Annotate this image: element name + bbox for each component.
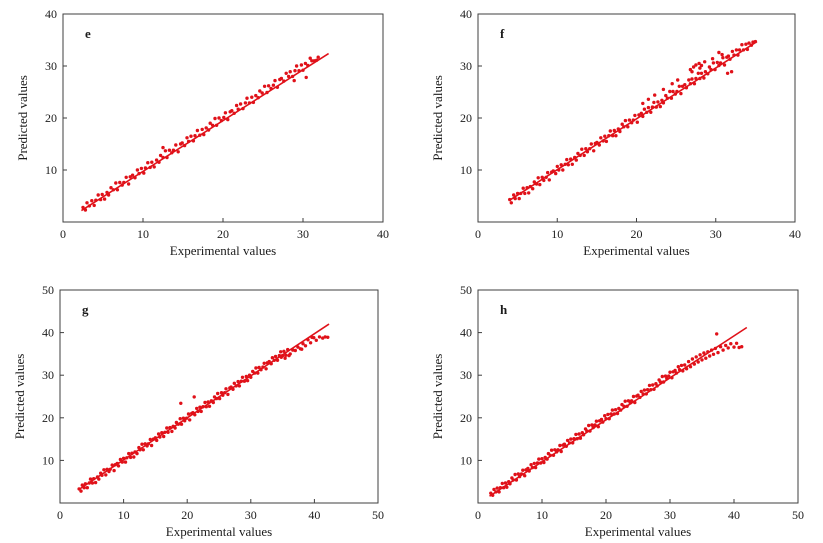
x-tick-label: 20 — [181, 508, 193, 522]
y-tick-label: 40 — [460, 7, 472, 21]
x-tick-label: 0 — [475, 508, 481, 522]
y-tick-label: 10 — [460, 453, 472, 467]
y-tick-label: 10 — [42, 453, 54, 467]
x-tick-label: 0 — [475, 227, 481, 241]
data-points — [81, 55, 320, 212]
scatter-plot-h: 0 10 20 30 40 50 10 20 30 40 50 h Experimental value… — [430, 283, 804, 539]
y-axis-title: Predicted values — [12, 354, 27, 440]
y-tick-label: 20 — [42, 411, 54, 425]
x-tick-label: 30 — [245, 508, 257, 522]
x-tick-label: 0 — [57, 508, 63, 522]
y-tick-label: 20 — [460, 111, 472, 125]
x-tick-label: 30 — [297, 227, 309, 241]
y-tick-label: 30 — [45, 59, 57, 73]
y-axis-title: Predicted values — [430, 75, 445, 161]
y-tick-label: 40 — [460, 326, 472, 340]
x-tick-label: 10 — [536, 508, 548, 522]
panel-h: 0 10 20 30 40 50 10 20 30 40 50 h Experimental value… — [411, 271, 823, 543]
x-tick-label: 40 — [789, 227, 801, 241]
data-points — [77, 335, 330, 493]
y-axis-title: Predicted values — [430, 354, 445, 440]
x-tick-label: 20 — [631, 227, 643, 241]
scatter-plot-f: 0 10 20 30 40 10 20 30 40 f Experimental values Pre… — [430, 7, 801, 258]
x-tick-label: 10 — [551, 227, 563, 241]
y-tick-label: 30 — [42, 368, 54, 382]
y-tick-label: 50 — [460, 283, 472, 297]
panel-letter: e — [85, 26, 91, 41]
x-tick-label: 20 — [600, 508, 612, 522]
x-tick-label: 30 — [710, 227, 722, 241]
y-tick-label: 30 — [460, 368, 472, 382]
data-points — [489, 332, 744, 497]
plot-frame — [59, 289, 379, 504]
panel-letter: h — [500, 302, 508, 317]
panel-letter: g — [82, 302, 89, 317]
x-tick-label: 10 — [137, 227, 149, 241]
x-tick-label: 40 — [377, 227, 389, 241]
panel-g: 0 10 20 30 40 50 10 20 30 40 50 g Experimental value… — [0, 271, 411, 543]
x-tick-label: 50 — [792, 508, 804, 522]
x-tick-label: 10 — [118, 508, 130, 522]
panel-e: 0 10 20 30 40 10 20 30 40 e Experimental values Pre… — [0, 0, 411, 271]
panel-letter: f — [500, 26, 505, 41]
y-tick-label: 50 — [42, 283, 54, 297]
x-axis-title: Experimental values — [170, 243, 277, 258]
y-tick-label: 20 — [460, 411, 472, 425]
x-tick-label: 30 — [664, 508, 676, 522]
x-axis-title: Experimental values — [585, 524, 692, 539]
x-tick-label: 40 — [728, 508, 740, 522]
y-tick-label: 20 — [45, 111, 57, 125]
y-tick-label: 10 — [460, 163, 472, 177]
x-axis-title: Experimental values — [166, 524, 273, 539]
panel-f: 0 10 20 30 40 10 20 30 40 f Experimental values Pre… — [411, 0, 823, 271]
x-tick-label: 40 — [308, 508, 320, 522]
y-axis-title: Predicted values — [15, 75, 30, 161]
scatter-plot-e: 0 10 20 30 40 10 20 30 40 e Experimental values Pre… — [15, 7, 389, 258]
x-axis-title: Experimental values — [583, 243, 690, 258]
x-tick-label: 20 — [217, 227, 229, 241]
y-tick-label: 40 — [42, 326, 54, 340]
data-points — [508, 39, 758, 205]
x-tick-label: 50 — [372, 508, 384, 522]
scatter-plot-g: 0 10 20 30 40 50 10 20 30 40 50 g Experimental value… — [12, 283, 384, 539]
y-tick-label: 30 — [460, 59, 472, 73]
x-tick-label: 0 — [60, 227, 66, 241]
plot-frame — [477, 289, 799, 504]
y-tick-label: 40 — [45, 7, 57, 21]
y-tick-label: 10 — [45, 163, 57, 177]
